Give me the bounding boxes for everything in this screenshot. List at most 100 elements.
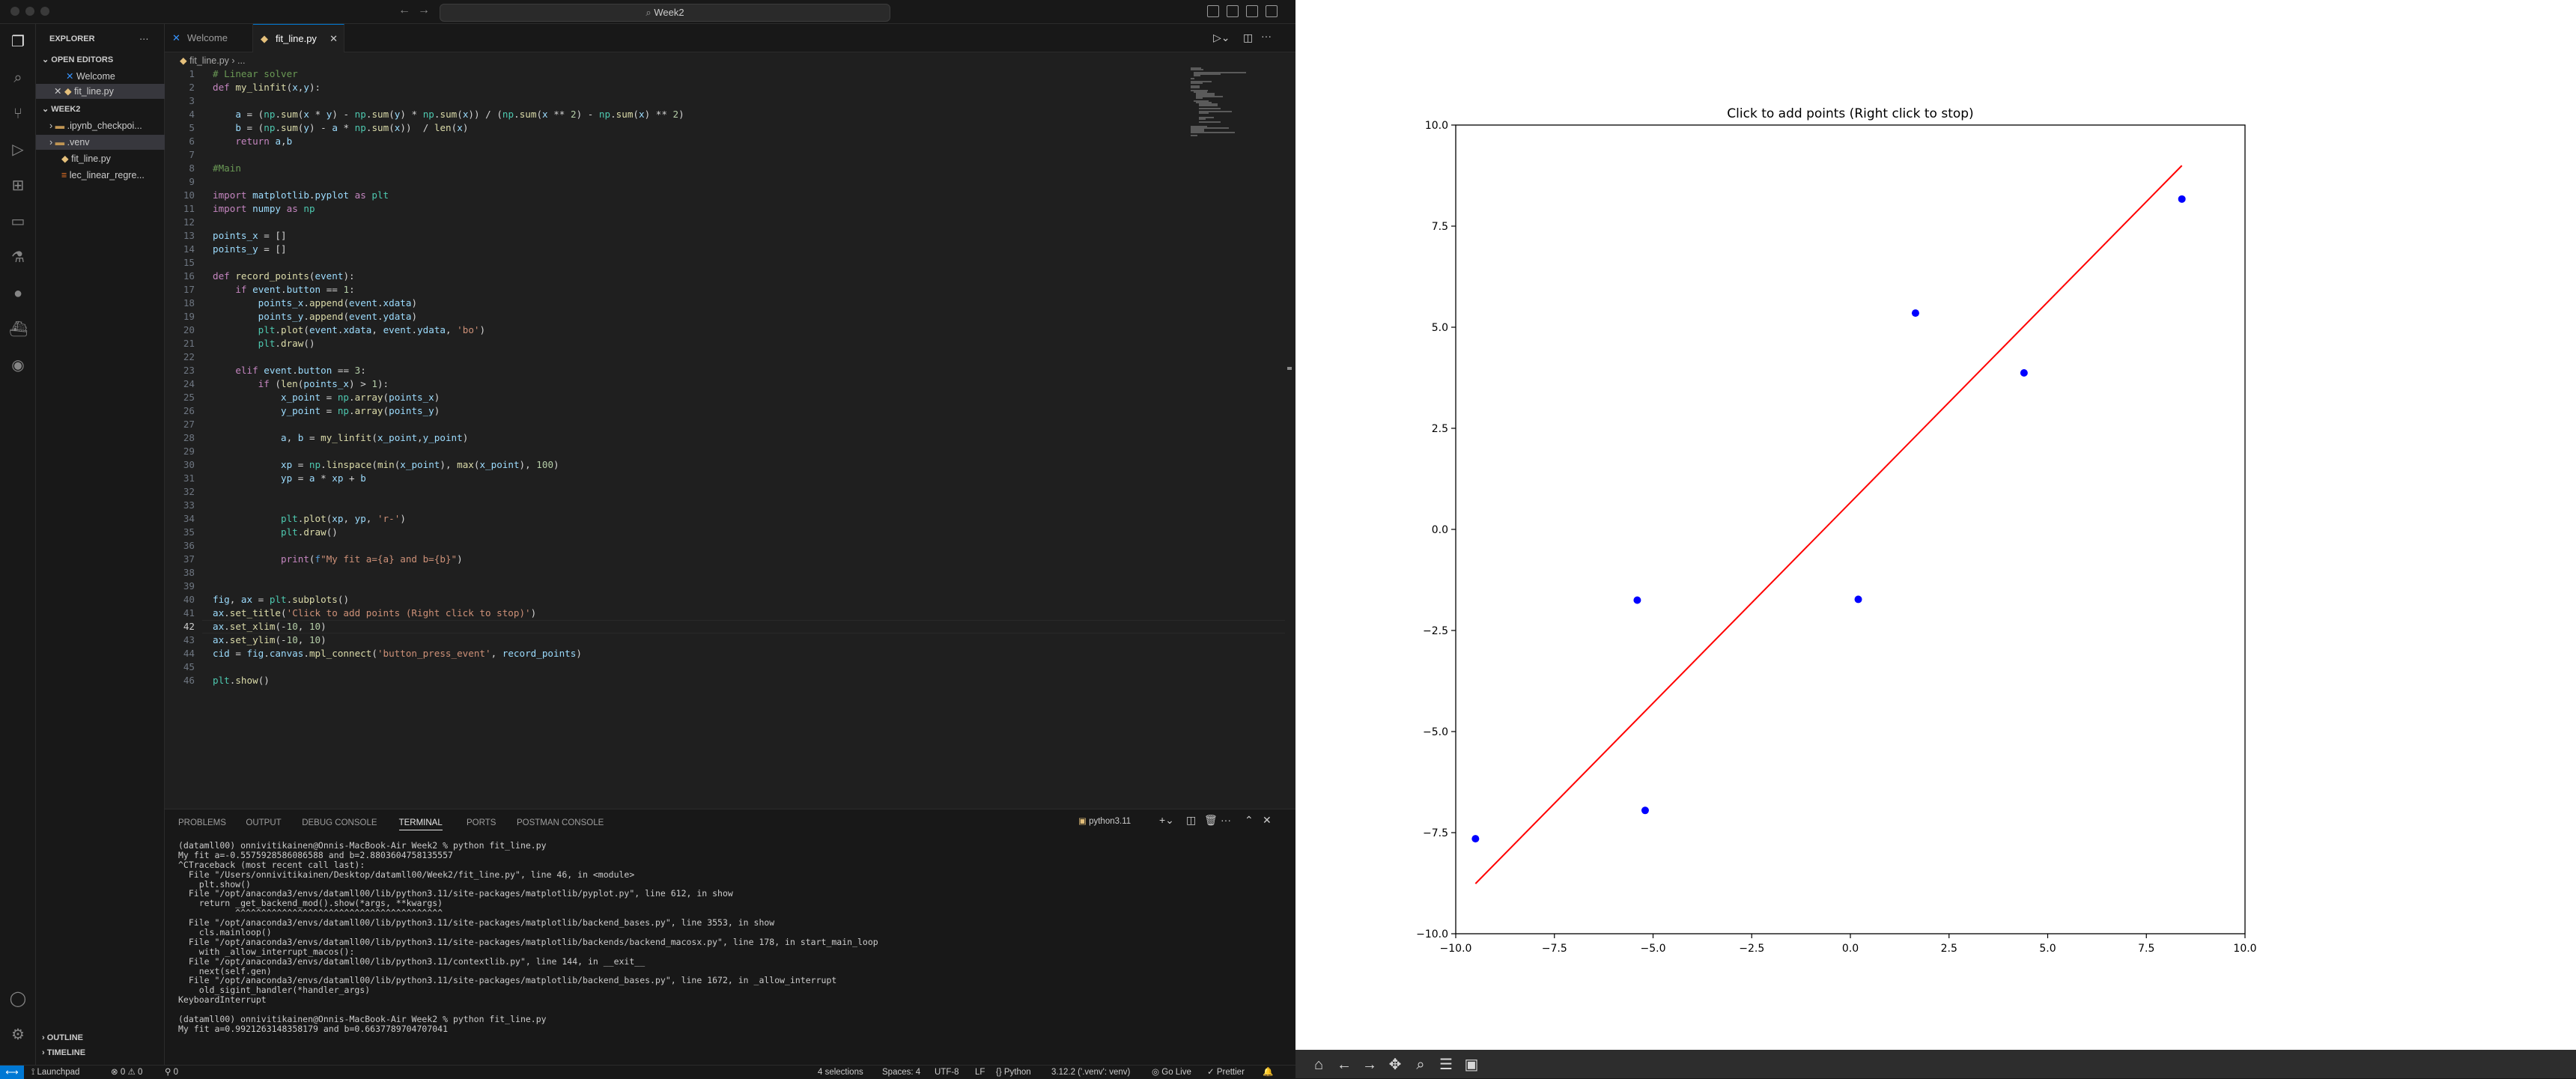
code-line[interactable]: ax.set_xlim(-10, 10) — [213, 621, 326, 632]
tab-welcome[interactable]: ✕ Welcome — [165, 24, 253, 52]
code-line[interactable]: x_point = np.array(points_x) — [281, 392, 440, 403]
manage-gear-icon[interactable]: ⚙ — [11, 1027, 25, 1043]
code-line[interactable]: points_x.append(event.xdata) — [258, 297, 418, 308]
open-editor-welcome[interactable]: ✕ Welcome — [66, 71, 115, 82]
code-line[interactable]: def record_points(event): — [213, 270, 355, 282]
toggle-primary-sidebar-icon[interactable] — [1207, 5, 1219, 17]
code-line[interactable]: plt.show() — [213, 675, 270, 686]
toggle-secondary-sidebar-icon[interactable] — [1246, 5, 1258, 17]
save-figure-icon[interactable]: ▣ — [1464, 1057, 1479, 1073]
ports-item[interactable]: ⚲ 0 — [165, 1068, 179, 1077]
remote-explorer-icon[interactable]: ▭ — [10, 213, 25, 230]
extensions-icon[interactable]: ⊞ — [11, 177, 25, 194]
code-line[interactable]: plt.plot(xp, yp, 'r-') — [281, 513, 406, 524]
code-line[interactable]: plt.plot(event.xdata, event.ydata, 'bo') — [258, 324, 486, 335]
back-arrow-icon[interactable]: ← — [398, 4, 410, 16]
split-terminal-icon[interactable]: ◫ — [1186, 814, 1197, 826]
home-icon[interactable]: ⌂ — [1313, 1057, 1324, 1073]
code-line[interactable]: plt.draw() — [258, 338, 315, 349]
configure-subplots-icon[interactable]: ☰ — [1439, 1057, 1453, 1073]
tree-item-fit-line[interactable]: ◆ fit_line.py — [61, 154, 111, 164]
panel-tab-terminal[interactable]: TERMINAL — [398, 815, 443, 830]
split-editor-icon[interactable]: ◫ — [1243, 31, 1254, 43]
go-live-item[interactable]: ◎ Go Live — [1152, 1068, 1191, 1077]
terminal-instance[interactable]: ▣ python3.11 — [1078, 817, 1131, 826]
close-window-dot[interactable] — [10, 7, 19, 16]
timeline-section[interactable]: › TIMELINE — [42, 1048, 86, 1057]
source-control-icon[interactable]: ⑂ — [13, 106, 22, 122]
search-icon[interactable]: ⌕ — [13, 70, 22, 86]
testing-icon[interactable]: ⚗ — [11, 249, 25, 266]
panel-tab-postman-console[interactable]: POSTMAN CONSOLE — [517, 818, 604, 827]
account-icon[interactable]: ◯ — [9, 991, 27, 1007]
open-editor-fit-line[interactable]: ✕ ◆ fit_line.py — [36, 84, 165, 99]
code-line[interactable]: def my_linfit(x,y): — [213, 82, 321, 93]
figure-canvas[interactable]: Click to add points (Right click to stop… — [1295, 0, 2576, 1050]
code-line[interactable]: elif event.button == 3: — [235, 365, 366, 376]
close-tab-icon[interactable]: ✕ — [329, 33, 338, 44]
code-line[interactable]: import matplotlib.pyplot as plt — [213, 189, 389, 201]
encoding-item[interactable]: UTF-8 — [935, 1068, 959, 1077]
run-python-file-icon[interactable]: ▷⌄ — [1213, 31, 1230, 43]
toggle-panel-icon[interactable] — [1227, 5, 1239, 17]
customize-layout-icon[interactable] — [1266, 5, 1278, 17]
code-line[interactable]: xp = np.linspace(min(x_point), max(x_poi… — [281, 459, 559, 470]
panel-tab-output[interactable]: OUTPUT — [246, 818, 282, 827]
code-line[interactable]: if event.button == 1: — [235, 284, 355, 295]
new-terminal-icon[interactable]: +⌄ — [1159, 814, 1174, 826]
gitlens-icon[interactable]: ◉ — [11, 357, 25, 374]
problems-item[interactable]: ⊗ 0 ⚠ 0 — [111, 1068, 143, 1077]
code-line[interactable]: if (len(points_x) > 1): — [258, 378, 389, 389]
code-line[interactable]: b = (np.sum(y) - a * np.sum(x)) / len(x) — [235, 122, 469, 133]
week2-folder-section[interactable]: ⌄ WEEK2 — [42, 105, 81, 114]
pan-icon[interactable]: ✥ — [1388, 1057, 1402, 1073]
code-line[interactable]: plt.draw() — [281, 526, 338, 538]
notifications-bell-icon[interactable]: 🔔 — [1263, 1068, 1274, 1077]
forward-icon[interactable]: → — [1362, 1057, 1377, 1073]
code-line[interactable]: points_y = [] — [213, 243, 287, 255]
code-editor[interactable]: 1 # Linear solver 2 def my_linfit(x,y): 3 4 a… — [165, 67, 1348, 809]
prettier-item[interactable]: ✓ Prettier — [1207, 1068, 1245, 1077]
language-mode-item[interactable]: {} Python — [996, 1068, 1031, 1077]
code-line[interactable]: cid = fig.canvas.mpl_connect('button_pre… — [213, 648, 582, 659]
tree-item-ipynb-checkpoints[interactable]: › ▬ .ipynb_checkpoi... — [49, 121, 142, 131]
panel-tab-debug-console[interactable]: DEBUG CONSOLE — [302, 818, 377, 827]
code-line[interactable]: a = (np.sum(x * y) - np.sum(y) * np.sum(… — [235, 109, 684, 120]
minimize-window-dot[interactable] — [25, 7, 34, 16]
close-panel-icon[interactable]: ✕ — [1263, 814, 1272, 826]
maximize-panel-icon[interactable]: ⌃ — [1245, 814, 1254, 826]
eol-item[interactable]: LF — [975, 1068, 985, 1077]
forward-arrow-icon[interactable]: → — [418, 4, 430, 16]
tree-item-venv[interactable]: › ▬ .venv — [36, 135, 165, 150]
tab-fit-line[interactable]: ◆ fit_line.py ✕ — [253, 24, 344, 52]
breadcrumb-rest[interactable]: ... — [237, 55, 246, 66]
panel-tab-ports[interactable]: PORTS — [467, 818, 496, 827]
back-icon[interactable]: ← — [1337, 1057, 1352, 1073]
code-line[interactable]: yp = a * xp + b — [281, 472, 366, 484]
more-actions-icon[interactable]: ··· — [1221, 814, 1231, 826]
run-debug-icon[interactable]: ▷ — [12, 142, 24, 158]
code-line[interactable]: #Main — [213, 162, 241, 174]
remote-indicator-icon[interactable]: ⟷ — [0, 1066, 24, 1079]
code-line[interactable]: y_point = np.array(points_y) — [281, 405, 440, 416]
zoom-window-dot[interactable] — [40, 7, 49, 16]
command-center-search[interactable]: ⌕ Week2 — [440, 4, 890, 22]
code-line[interactable]: fig, ax = plt.subplots() — [213, 594, 350, 605]
terminal-output[interactable]: (datamll00) onnivitikainen@Onnis-MacBook… — [178, 841, 1272, 1044]
more-actions-icon[interactable]: ··· — [139, 34, 149, 44]
selections-item[interactable]: 4 selections — [818, 1068, 863, 1077]
open-editors-section[interactable]: ⌄ OPEN EDITORS — [42, 55, 114, 64]
explorer-icon[interactable]: ❐ — [11, 34, 25, 50]
indentation-item[interactable]: Spaces: 4 — [882, 1068, 921, 1077]
editor-scrollbar[interactable] — [1285, 67, 1295, 809]
github-icon[interactable]: ● — [13, 285, 23, 302]
code-line[interactable]: ax.set_title('Click to add points (Right… — [213, 607, 537, 618]
code-line[interactable]: points_y.append(event.ydata) — [258, 311, 418, 322]
breadcrumb-file[interactable]: fit_line.py — [189, 55, 229, 66]
code-line[interactable]: return a,b — [235, 136, 293, 147]
code-line[interactable]: a, b = my_linfit(x_point,y_point) — [281, 432, 469, 443]
interpreter-item[interactable]: 3.12.2 ('.venv': venv) — [1051, 1068, 1131, 1077]
launchpad-item[interactable]: ⟟ Launchpad — [31, 1068, 80, 1077]
zoom-icon[interactable]: ⌕ — [1416, 1057, 1425, 1073]
code-line[interactable]: # Linear solver — [213, 68, 298, 79]
